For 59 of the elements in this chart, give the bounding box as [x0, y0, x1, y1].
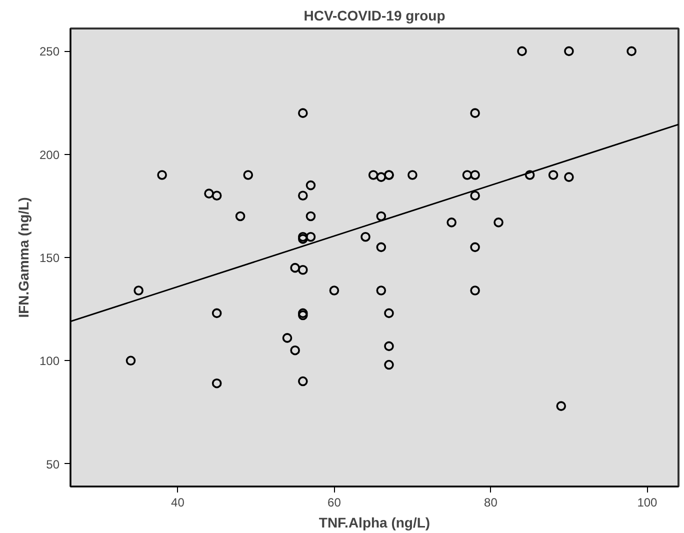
- x-tick-label: 100: [637, 496, 658, 510]
- point: [298, 376, 308, 386]
- point: [290, 345, 300, 356]
- point: [564, 172, 574, 182]
- point: [384, 341, 394, 352]
- point: [368, 170, 378, 180]
- point: [298, 108, 308, 118]
- point: [376, 242, 386, 252]
- point: [212, 378, 222, 388]
- point: [470, 190, 480, 200]
- point: [306, 180, 316, 190]
- point: [556, 401, 566, 411]
- point: [298, 234, 308, 244]
- point: [470, 108, 480, 118]
- point: [564, 46, 574, 56]
- point: [212, 308, 222, 318]
- point: [298, 190, 308, 200]
- point: [329, 286, 340, 296]
- point: [494, 218, 504, 228]
- point: [524, 170, 535, 180]
- x-tick-label: 40: [171, 496, 185, 510]
- y-axis-title: IFN.Gamma (ng/L): [15, 197, 32, 318]
- point: [360, 232, 370, 242]
- point: [384, 360, 394, 370]
- y-tick-label: 250: [39, 44, 60, 59]
- point: [298, 264, 308, 275]
- point: [470, 242, 480, 252]
- y-tick-label: 100: [39, 354, 60, 368]
- point: [282, 333, 292, 343]
- x-tick-label: 80: [484, 496, 498, 510]
- point: [376, 172, 386, 182]
- point: [548, 170, 558, 180]
- point: [306, 232, 316, 242]
- y-tick-label: 150: [39, 251, 60, 265]
- point: [446, 218, 456, 228]
- point: [408, 170, 418, 180]
- y-tick-label: 200: [39, 148, 60, 162]
- y-tick-label: 50: [46, 457, 60, 472]
- point: [376, 286, 386, 296]
- x-axis-title: TNF.Alpha (ng/L): [318, 514, 430, 530]
- point: [126, 356, 136, 366]
- point: [204, 188, 214, 198]
- chart-title: HCV-COVID-19 group: [304, 8, 446, 24]
- x-tick-label: 60: [328, 496, 342, 510]
- point: [157, 170, 167, 180]
- point: [134, 286, 144, 296]
- point: [298, 232, 308, 242]
- point: [235, 211, 246, 222]
- point: [212, 190, 222, 200]
- point: [462, 170, 472, 180]
- point: [626, 46, 636, 56]
- point: [243, 170, 254, 180]
- point: [470, 286, 480, 296]
- point: [517, 46, 527, 56]
- point: [384, 308, 394, 318]
- point: [470, 170, 480, 180]
- point: [376, 211, 386, 222]
- point: [306, 211, 316, 222]
- point: [290, 262, 300, 273]
